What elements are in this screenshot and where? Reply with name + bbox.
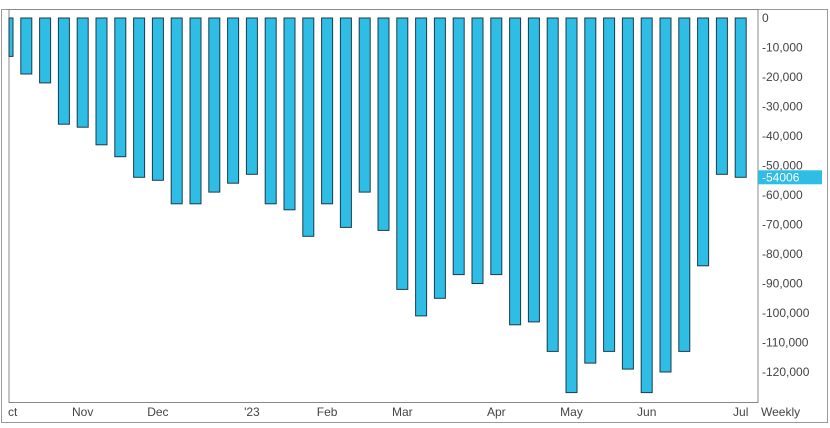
bar[interactable] (264, 17, 277, 205)
y-tick-label: -60,000 (762, 188, 803, 202)
y-tick-label: -120,000 (762, 365, 810, 379)
bar[interactable] (189, 17, 202, 205)
periodicity-label[interactable]: Weekly (761, 405, 800, 419)
bar[interactable] (208, 17, 221, 193)
bar[interactable] (133, 17, 146, 178)
bar[interactable] (170, 17, 183, 205)
bar[interactable] (76, 17, 89, 128)
bar-series (8, 17, 747, 394)
bar[interactable] (621, 17, 634, 370)
last-value-label: -54006 (762, 170, 800, 184)
bar[interactable] (433, 17, 446, 299)
bar[interactable] (603, 17, 616, 352)
bar[interactable] (471, 17, 484, 284)
y-tick-label: -10,000 (762, 41, 803, 55)
bar[interactable] (339, 17, 352, 228)
bar[interactable] (39, 17, 52, 84)
y-tick-label: -100,000 (762, 306, 810, 320)
y-tick-label: -90,000 (762, 277, 803, 291)
bar[interactable] (114, 17, 127, 158)
bar[interactable] (546, 17, 559, 352)
bar[interactable] (584, 17, 597, 364)
bar[interactable] (490, 17, 503, 276)
bar[interactable] (20, 17, 33, 75)
x-tick-label: Dec (147, 405, 168, 419)
bar[interactable] (659, 17, 672, 373)
bar[interactable] (377, 17, 390, 231)
plot-area (8, 9, 759, 403)
bar[interactable] (57, 17, 70, 125)
last-value-badge-bg (758, 170, 822, 185)
bar[interactable] (678, 17, 691, 352)
bar[interactable] (452, 17, 465, 276)
x-tick-label: Jul (733, 405, 748, 419)
x-tick-label: Nov (72, 405, 93, 419)
bar[interactable] (8, 17, 14, 57)
bar[interactable] (321, 17, 334, 205)
x-tick-label: Mar (392, 405, 413, 419)
x-axis: ct Nov Dec '23 Feb Mar Apr May Jun Jul (8, 405, 748, 419)
x-tick-label: Apr (487, 405, 506, 419)
y-tick-label: -40,000 (762, 129, 803, 143)
x-tick-label: May (560, 405, 583, 419)
y-tick-label: 0 (762, 11, 769, 25)
y-tick-label: -50,000 (762, 159, 803, 173)
bar[interactable] (95, 17, 108, 146)
last-value-badge: -54006 (758, 170, 822, 185)
y-tick-label: -110,000 (762, 336, 809, 350)
bar[interactable] (245, 17, 258, 175)
bar[interactable] (151, 17, 164, 181)
bar[interactable] (527, 17, 540, 323)
y-tick-label: -80,000 (762, 247, 803, 261)
x-tick-label: ct (8, 405, 18, 419)
bar[interactable] (715, 17, 728, 175)
x-tick-label: Jun (637, 405, 656, 419)
bar[interactable] (697, 17, 710, 267)
bar[interactable] (640, 17, 653, 394)
bar[interactable] (283, 17, 296, 211)
y-axis: 0 -10,000 -20,000 -30,000 -40,000 -50,000 -60,… (762, 11, 810, 379)
bar[interactable] (396, 17, 409, 290)
y-tick-label: -20,000 (762, 70, 803, 84)
bar[interactable] (509, 17, 522, 326)
bar[interactable] (227, 17, 240, 184)
y-tick-label: -70,000 (762, 218, 803, 232)
bar[interactable] (734, 17, 747, 178)
x-tick-label: Feb (317, 405, 338, 419)
x-tick-label: '23 (244, 405, 260, 419)
bar[interactable] (302, 17, 315, 237)
bar[interactable] (565, 17, 578, 394)
bar[interactable] (358, 17, 371, 193)
y-tick-label: -30,000 (762, 100, 803, 114)
bar[interactable] (415, 17, 428, 317)
